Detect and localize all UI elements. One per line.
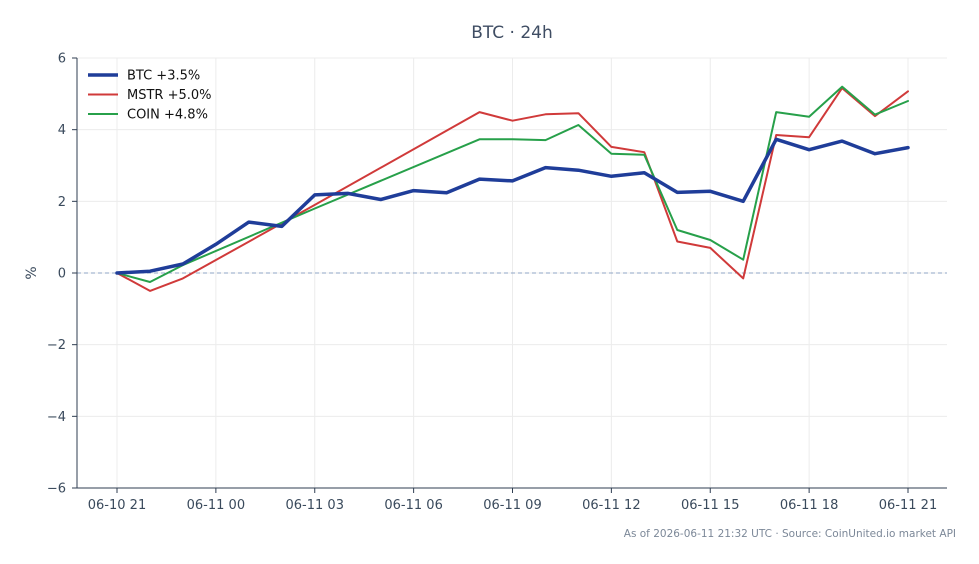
x-tick-label: 06-11 06 (384, 498, 442, 513)
x-tick-label: 06-11 15 (681, 498, 739, 513)
x-tick-label: 06-10 21 (88, 498, 146, 513)
x-ticks: 06-10 21 06-11 00 06-11 03 06-11 06 06-11 09… (88, 488, 937, 513)
series-lines (115, 85, 910, 292)
y-tick-label: −4 (47, 410, 66, 425)
x-tick-label: 06-11 09 (483, 498, 541, 513)
y-ticks: 6 4 2 0 −2 −4 −6 (47, 52, 77, 497)
x-tick-label: 06-11 03 (286, 498, 344, 513)
y-tick-label: 2 (58, 195, 66, 210)
x-tick-label: 06-11 00 (187, 498, 245, 513)
source-footer: As of 2026-06-11 21:32 UTC · Source: Coi… (623, 528, 956, 540)
x-tick-label: 06-11 21 (879, 498, 937, 513)
y-tick-label: 6 (58, 52, 66, 67)
y-tick-label: 0 (58, 267, 66, 282)
legend: BTC +3.5% MSTR +5.0% COIN +4.8% (88, 69, 212, 123)
x-tick-label: 06-11 18 (780, 498, 838, 513)
y-tick-label: −6 (47, 482, 66, 497)
y-tick-label: 4 (58, 123, 66, 138)
series-line-btc (115, 137, 910, 275)
legend-label: MSTR +5.0% (127, 88, 212, 103)
y-tick-label: −2 (47, 338, 66, 353)
x-tick-label: 06-11 12 (582, 498, 640, 513)
chart-title: BTC · 24h (471, 23, 553, 43)
y-axis-label: % (24, 266, 40, 279)
legend-label: BTC +3.5% (127, 69, 200, 84)
legend-label: COIN +4.8% (127, 108, 208, 123)
